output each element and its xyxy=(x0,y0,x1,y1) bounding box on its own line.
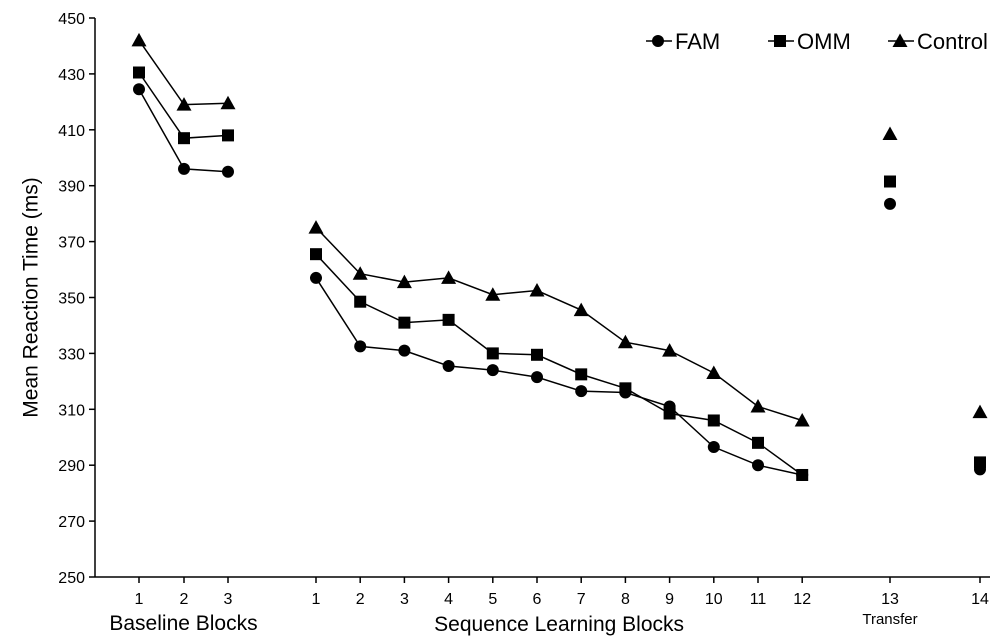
fam-sequence-point xyxy=(575,385,588,398)
control-sequence-point xyxy=(750,399,766,413)
control-sequence-line xyxy=(315,227,803,422)
x-tick-label: 8 xyxy=(621,591,630,608)
y-tick-label: 430 xyxy=(58,67,85,84)
y-axis-title: Mean Reaction Time (ms) xyxy=(19,177,42,417)
y-tick-label: 410 xyxy=(58,123,85,140)
y-tick-label: 370 xyxy=(58,235,85,252)
x-tick-label: 3 xyxy=(224,591,233,608)
omm-sequence-point xyxy=(398,316,411,329)
fam-sequence-point xyxy=(486,364,499,377)
x-tick-label: 10 xyxy=(705,591,723,608)
fam-baseline-point xyxy=(133,83,145,96)
omm-transfer-point xyxy=(884,175,896,188)
control-sequence-point xyxy=(308,220,324,234)
fam-transfer-point xyxy=(884,197,896,210)
legend-control-label: Control xyxy=(917,29,988,54)
omm-sequence-point xyxy=(310,248,322,261)
x-tick-label: 13 xyxy=(881,591,899,608)
x-tick-label: 5 xyxy=(488,591,497,608)
y-tick-label: 290 xyxy=(58,458,85,475)
fam-sequence-point xyxy=(398,344,411,357)
control-sequence-point xyxy=(573,302,589,317)
omm-baseline-point xyxy=(222,129,234,142)
control-sequence-point xyxy=(794,412,810,427)
omm-sequence-point xyxy=(796,468,809,481)
omm-sequence-line xyxy=(315,253,803,476)
transfer-label: Transfer xyxy=(862,611,917,628)
fam-sequence-point xyxy=(442,359,455,372)
legend: FAM OMM Control xyxy=(646,29,988,54)
omm-sequence-point xyxy=(442,313,455,326)
y-tick-label: 310 xyxy=(58,402,85,419)
series-lines xyxy=(138,39,803,476)
omm-sequence-point xyxy=(752,436,764,449)
omm-sequence-point xyxy=(619,382,632,395)
legend-omm-marker xyxy=(774,35,786,47)
control-sequence-point xyxy=(706,365,722,379)
x-tick-label: 1 xyxy=(312,591,321,608)
fam-sequence-point xyxy=(310,271,322,284)
legend-omm-label: OMM xyxy=(797,29,851,54)
x-tick-label: 7 xyxy=(577,591,586,608)
y-tick-label: 350 xyxy=(58,291,85,308)
omm-baseline-point xyxy=(133,66,145,79)
y-tick-label: 390 xyxy=(58,179,85,196)
fam-baseline-point xyxy=(222,165,234,178)
y-tick-label: 450 xyxy=(58,11,85,28)
y-tick-label: 330 xyxy=(58,346,85,363)
sequence-learning-blocks-label: Sequence Learning Blocks xyxy=(434,613,684,636)
legend-control-marker xyxy=(892,33,908,47)
fam-sequence-line xyxy=(315,277,803,476)
fam-sequence-point xyxy=(707,441,720,454)
baseline-blocks-label: Baseline Blocks xyxy=(109,612,257,635)
fam-sequence-point xyxy=(752,459,764,472)
x-tick-label: 4 xyxy=(444,591,453,608)
control-baseline-point xyxy=(131,32,147,47)
x-tick-label: 14 xyxy=(971,591,989,608)
fam-sequence-point xyxy=(354,340,367,353)
control-baseline-point xyxy=(220,95,236,110)
series-markers xyxy=(131,32,988,481)
control-sequence-point xyxy=(396,274,412,289)
control-baseline-line xyxy=(138,39,229,106)
control-baseline-point xyxy=(176,97,192,111)
x-tick-label: 2 xyxy=(356,591,365,608)
x-ticks: 1 2 3 1 2 3 4 5 6 7 8 9 10 11 12 13 14 xyxy=(135,577,989,608)
x-tick-label: 1 xyxy=(135,591,144,608)
omm-sequence-point xyxy=(486,347,499,360)
control-sequence-point xyxy=(485,287,501,301)
fam-sequence-point xyxy=(531,371,543,384)
control-transfer-point xyxy=(882,126,898,140)
omm-sequence-point xyxy=(707,414,720,427)
omm-sequence-point xyxy=(354,295,367,308)
x-tick-label: 9 xyxy=(665,591,674,608)
omm-sequence-point xyxy=(575,368,588,381)
control-sequence-point xyxy=(529,283,545,297)
omm-block14-point xyxy=(974,456,986,469)
y-tick-label: 270 xyxy=(58,514,85,531)
x-tick-label: 2 xyxy=(180,591,189,608)
legend-fam-label: FAM xyxy=(675,29,720,54)
x-tick-label: 3 xyxy=(400,591,409,608)
control-block14-point xyxy=(972,404,988,419)
x-tick-label: 12 xyxy=(793,591,811,608)
y-ticks: 250 270 290 310 330 350 370 390 410 430 450 xyxy=(58,11,95,587)
control-sequence-point xyxy=(617,334,633,349)
y-tick-label: 250 xyxy=(58,570,85,587)
omm-sequence-point xyxy=(531,348,543,361)
legend-fam-marker xyxy=(652,35,664,47)
fam-baseline-point xyxy=(178,162,190,175)
omm-baseline-point xyxy=(178,132,190,145)
control-sequence-point xyxy=(352,266,368,280)
control-sequence-point xyxy=(662,343,678,357)
omm-sequence-point xyxy=(663,407,676,420)
x-tick-label: 6 xyxy=(533,591,542,608)
x-tick-label: 11 xyxy=(750,591,767,608)
group-labels: Baseline Blocks Sequence Learning Blocks T… xyxy=(109,611,917,636)
control-sequence-point xyxy=(441,270,457,284)
